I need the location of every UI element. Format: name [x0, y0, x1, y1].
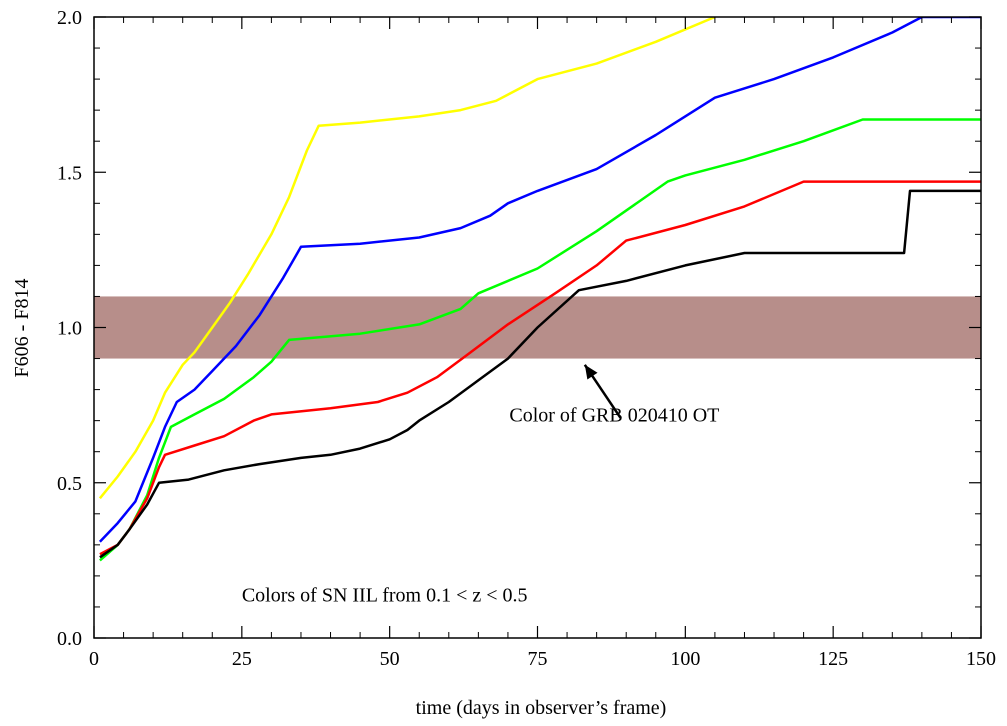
band-annotation-label: Color of GRB 020410 OT	[509, 404, 719, 426]
series-line-5	[99, 189, 981, 559]
x-tick-label: 50	[380, 648, 400, 670]
y-axis-label: F606 - F814	[11, 279, 33, 378]
y-tick-label: 0.5	[57, 473, 82, 495]
x-tick-label: 150	[966, 648, 996, 670]
series-note-label: Colors of SN IIL from 0.1 < z < 0.5	[242, 585, 528, 607]
x-axis-label: time (days in observer’s frame)	[416, 697, 667, 719]
series-line-2	[98, 17, 981, 543]
x-tick-label: 100	[670, 648, 700, 670]
x-tick-label: 75	[528, 648, 548, 670]
x-tick-label: 25	[232, 648, 252, 670]
series-layer	[98, 17, 981, 562]
y-tick-label: 1.5	[57, 162, 82, 184]
x-tick-label: 0	[89, 648, 99, 670]
series-line-3	[99, 118, 981, 562]
y-tick-label: 2.0	[57, 7, 82, 29]
y-tick-label: 0.0	[57, 628, 82, 650]
series-line-4	[99, 180, 981, 556]
annotation-arrow-head	[584, 364, 598, 380]
annotation-layer: Color of GRB 020410 OT Colors of SN IIL f…	[242, 364, 719, 607]
x-tick-label: 125	[818, 648, 848, 670]
series-line-1	[98, 17, 716, 500]
ticks-layer: 0 25 50 75 100 125 150 0.0 0.5 1.0 1.5 2.0	[57, 7, 996, 670]
y-tick-label: 1.0	[57, 318, 82, 340]
